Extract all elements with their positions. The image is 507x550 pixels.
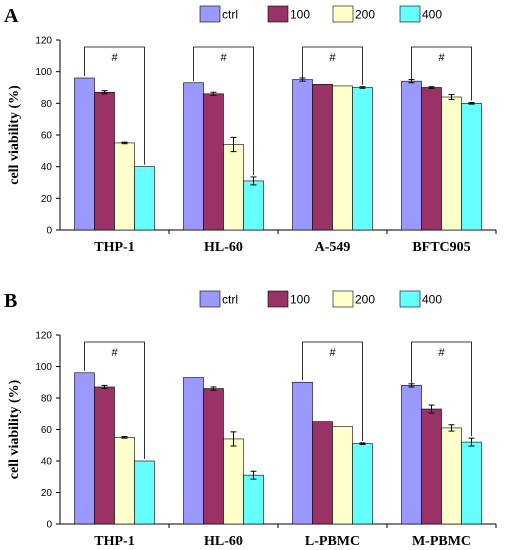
bar [243, 474, 264, 525]
bar [114, 142, 135, 231]
significance-bracket [84, 341, 145, 459]
significance-mark: # [329, 347, 336, 359]
y-tick-label: 40 [41, 457, 53, 468]
y-tick-label: 0 [46, 520, 52, 531]
legend-label: 100 [290, 8, 310, 22]
bar [114, 437, 135, 525]
panel-letter: A [4, 5, 19, 27]
legend-label: ctrl [222, 8, 238, 22]
y-tick-label: 60 [41, 131, 53, 142]
y-axis-title: cell viability (%) [7, 85, 22, 185]
significance-mark: # [111, 52, 118, 64]
legend-label: 200 [355, 8, 375, 22]
bar [94, 386, 115, 525]
bar [243, 180, 264, 231]
significance-bracket [84, 46, 145, 165]
category-label: THP-1 [94, 534, 134, 549]
significance-mark: # [329, 52, 336, 64]
bar [332, 426, 353, 525]
bar [421, 87, 442, 231]
bar [292, 381, 313, 525]
legend-label: 400 [422, 8, 442, 22]
significance-bracket [411, 341, 472, 437]
y-tick-label: 0 [46, 226, 52, 237]
bar [223, 144, 244, 231]
y-tick-label: 120 [35, 331, 52, 342]
legend-swatch [332, 290, 354, 308]
y-tick-label: 100 [35, 67, 52, 78]
bar [74, 372, 95, 525]
y-tick-label: 80 [41, 99, 53, 110]
legend-swatch [399, 290, 421, 308]
bar [441, 427, 462, 525]
y-tick-label: 60 [41, 425, 53, 436]
y-tick-label: 80 [41, 394, 53, 405]
category-label: BFTC905 [412, 240, 470, 255]
legend-swatch [399, 5, 421, 23]
bar [203, 388, 224, 525]
category-label: HL-60 [204, 534, 243, 549]
significance-mark: # [438, 52, 445, 64]
significance-mark: # [220, 52, 227, 64]
y-tick-label: 20 [41, 194, 53, 205]
bar [223, 438, 244, 525]
y-tick-label: 20 [41, 488, 53, 499]
bar [401, 80, 422, 231]
bar [461, 441, 482, 525]
bar [74, 77, 95, 231]
significance-bracket [302, 341, 363, 441]
significance-mark: # [438, 347, 445, 359]
category-label: HL-60 [204, 240, 243, 255]
bar [203, 93, 224, 231]
bar [183, 377, 204, 525]
legend-label: 100 [290, 293, 310, 307]
bar [421, 408, 442, 525]
y-tick-label: 40 [41, 162, 53, 173]
bar [292, 79, 313, 231]
legend-label: ctrl [222, 293, 238, 307]
legend-swatch [332, 5, 354, 23]
bar [183, 82, 204, 231]
legend-label: 200 [355, 293, 375, 307]
significance-bracket [193, 46, 254, 175]
legend-swatch [199, 5, 221, 23]
legend-swatch [199, 290, 221, 308]
significance-mark: # [111, 347, 118, 359]
bar [401, 385, 422, 525]
category-label: L-PBMC [305, 534, 360, 549]
significance-bracket [302, 46, 363, 85]
bar [352, 87, 373, 231]
category-label: M-PBMC [412, 534, 471, 549]
legend-swatch [267, 290, 289, 308]
bar [134, 166, 155, 231]
bar [441, 96, 462, 231]
bar [94, 91, 115, 231]
bar [332, 85, 353, 231]
bar [352, 443, 373, 525]
significance-bracket [411, 46, 472, 101]
bar [461, 103, 482, 231]
category-label: THP-1 [94, 240, 134, 255]
bar [134, 460, 155, 525]
bar [312, 84, 333, 231]
bar [312, 421, 333, 525]
category-label: A-549 [315, 240, 351, 255]
legend-label: 400 [422, 293, 442, 307]
panel-letter: B [4, 290, 17, 312]
y-tick-label: 120 [35, 36, 52, 47]
legend-swatch [267, 5, 289, 23]
y-axis-title: cell viability (%) [7, 379, 22, 479]
y-tick-label: 100 [35, 362, 52, 373]
